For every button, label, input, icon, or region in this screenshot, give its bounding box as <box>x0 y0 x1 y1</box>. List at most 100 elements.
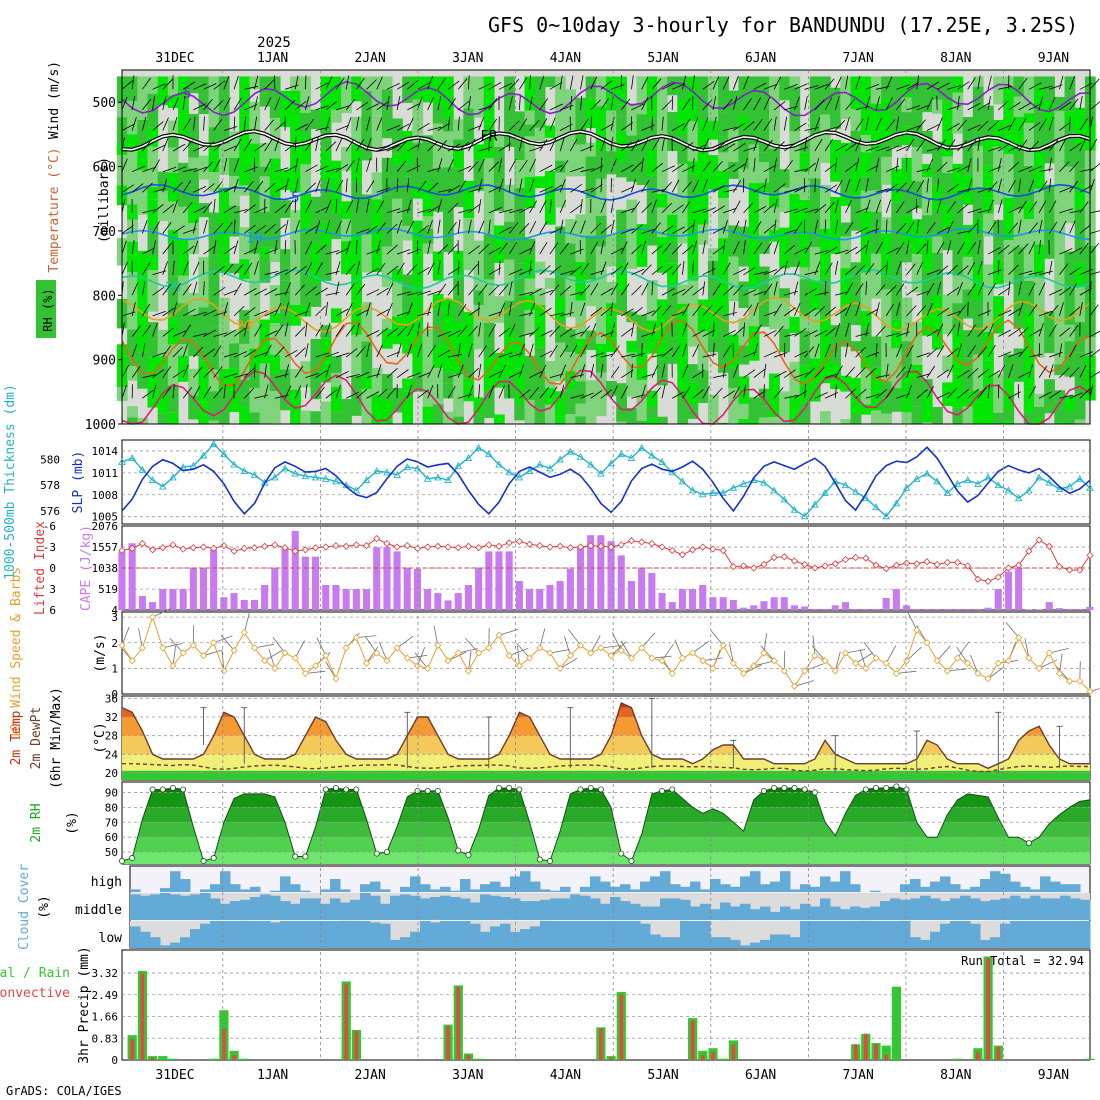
rh-cell <box>1064 411 1076 424</box>
wind10m-barb <box>1049 648 1069 654</box>
wind-barb <box>600 353 615 358</box>
wind-barb <box>539 387 550 399</box>
wind-barb <box>773 183 786 193</box>
wind-barb <box>936 199 942 214</box>
wind10m-barb <box>661 643 674 661</box>
cape-bar <box>607 541 615 610</box>
rh-cell <box>616 224 627 264</box>
rh-cell <box>208 114 220 128</box>
wind-barb <box>998 351 1012 358</box>
wind-barb <box>549 165 563 173</box>
wind-barb <box>560 270 574 276</box>
rh-cell <box>341 76 352 114</box>
thickness-point <box>220 450 228 458</box>
contour-temp_15 <box>121 269 1091 290</box>
wind-barb <box>753 271 768 276</box>
wind-barb <box>325 116 331 131</box>
rh-cell <box>891 182 903 203</box>
cloud-bar <box>160 888 171 892</box>
rh-cell <box>198 401 210 424</box>
wind-barb <box>294 75 299 90</box>
lifted-index-point <box>974 575 982 583</box>
wind-barb <box>1048 116 1054 131</box>
wind-barb <box>284 302 289 316</box>
rh-cell <box>228 158 240 177</box>
rh-cell <box>870 410 882 424</box>
wind-barb <box>794 96 800 111</box>
rh-cell <box>351 345 363 376</box>
wind-barb <box>172 384 175 399</box>
rh-cell <box>769 193 780 208</box>
rh-cell <box>218 210 230 248</box>
thickness-point <box>719 489 727 496</box>
wind-barb <box>1028 103 1042 111</box>
rh-cell <box>809 210 821 248</box>
wind-barb <box>804 346 815 358</box>
cape-bar <box>1025 609 1033 610</box>
rh-cell <box>239 343 250 355</box>
wind-barb <box>723 127 737 131</box>
wind-barb <box>936 139 946 152</box>
cloud-bar <box>400 886 411 892</box>
wind-barb <box>131 282 139 296</box>
wind-barb <box>213 99 224 111</box>
rh-cell <box>167 172 179 202</box>
rh-cell <box>779 298 791 330</box>
cloud-bar <box>1070 921 1081 948</box>
precip-convective-bar <box>864 1033 868 1060</box>
cape-bar <box>138 596 146 610</box>
wind-barb <box>1008 308 1021 317</box>
pressure-tick-900: 900 <box>93 354 116 369</box>
rh-cell <box>595 215 607 247</box>
wind-barb <box>182 95 186 110</box>
wind-barb <box>1038 180 1048 193</box>
wind-barb <box>855 264 866 275</box>
wind-barb <box>366 391 380 399</box>
rh-cell <box>1054 225 1066 258</box>
wind-barb <box>509 268 523 276</box>
wind-barb <box>213 222 224 234</box>
wind-barb <box>784 142 796 152</box>
wind-barb <box>896 98 906 111</box>
rh-cell <box>1054 401 1066 423</box>
rh-cell <box>127 272 138 299</box>
wind-barb <box>1018 243 1029 255</box>
wind-barb <box>142 324 151 337</box>
wind-barb <box>732 76 739 90</box>
rh-cell <box>147 256 159 271</box>
rh-cell <box>198 307 210 344</box>
wind-barb <box>203 386 212 399</box>
wind-barb <box>580 145 594 152</box>
wind-barb <box>172 283 181 296</box>
wind-barb <box>539 221 548 234</box>
rh-cell <box>381 373 393 401</box>
wind-barb <box>875 325 886 337</box>
rh-cell <box>483 93 495 124</box>
wind10m-barb <box>172 645 176 666</box>
wind10m-barb <box>509 648 529 656</box>
rh-cell <box>850 130 862 166</box>
rh-cell <box>758 126 770 153</box>
cloud-bar <box>240 889 251 892</box>
wind-barb <box>610 137 613 152</box>
wind-barb <box>661 347 673 358</box>
wind-barb <box>794 221 803 234</box>
date-label-top-7: 7JAN <box>843 51 874 66</box>
wind-barb <box>967 283 976 296</box>
wind-barb <box>549 81 563 90</box>
rh-cell <box>524 400 536 423</box>
rh-cell <box>718 112 729 137</box>
rh-cell <box>290 118 301 149</box>
wind10m-barb <box>674 639 683 659</box>
wind10m-point <box>342 644 350 652</box>
cloud-bar <box>1020 898 1031 920</box>
rh2m-point <box>414 787 421 794</box>
wind-barb <box>753 324 762 337</box>
wind-barb <box>794 207 808 214</box>
cloud-bar <box>180 937 191 948</box>
wind-barb <box>590 76 598 90</box>
rh-cell <box>687 107 699 122</box>
cloud-bar <box>690 906 701 920</box>
wind-barb <box>987 384 990 399</box>
wind-barb <box>172 302 178 316</box>
